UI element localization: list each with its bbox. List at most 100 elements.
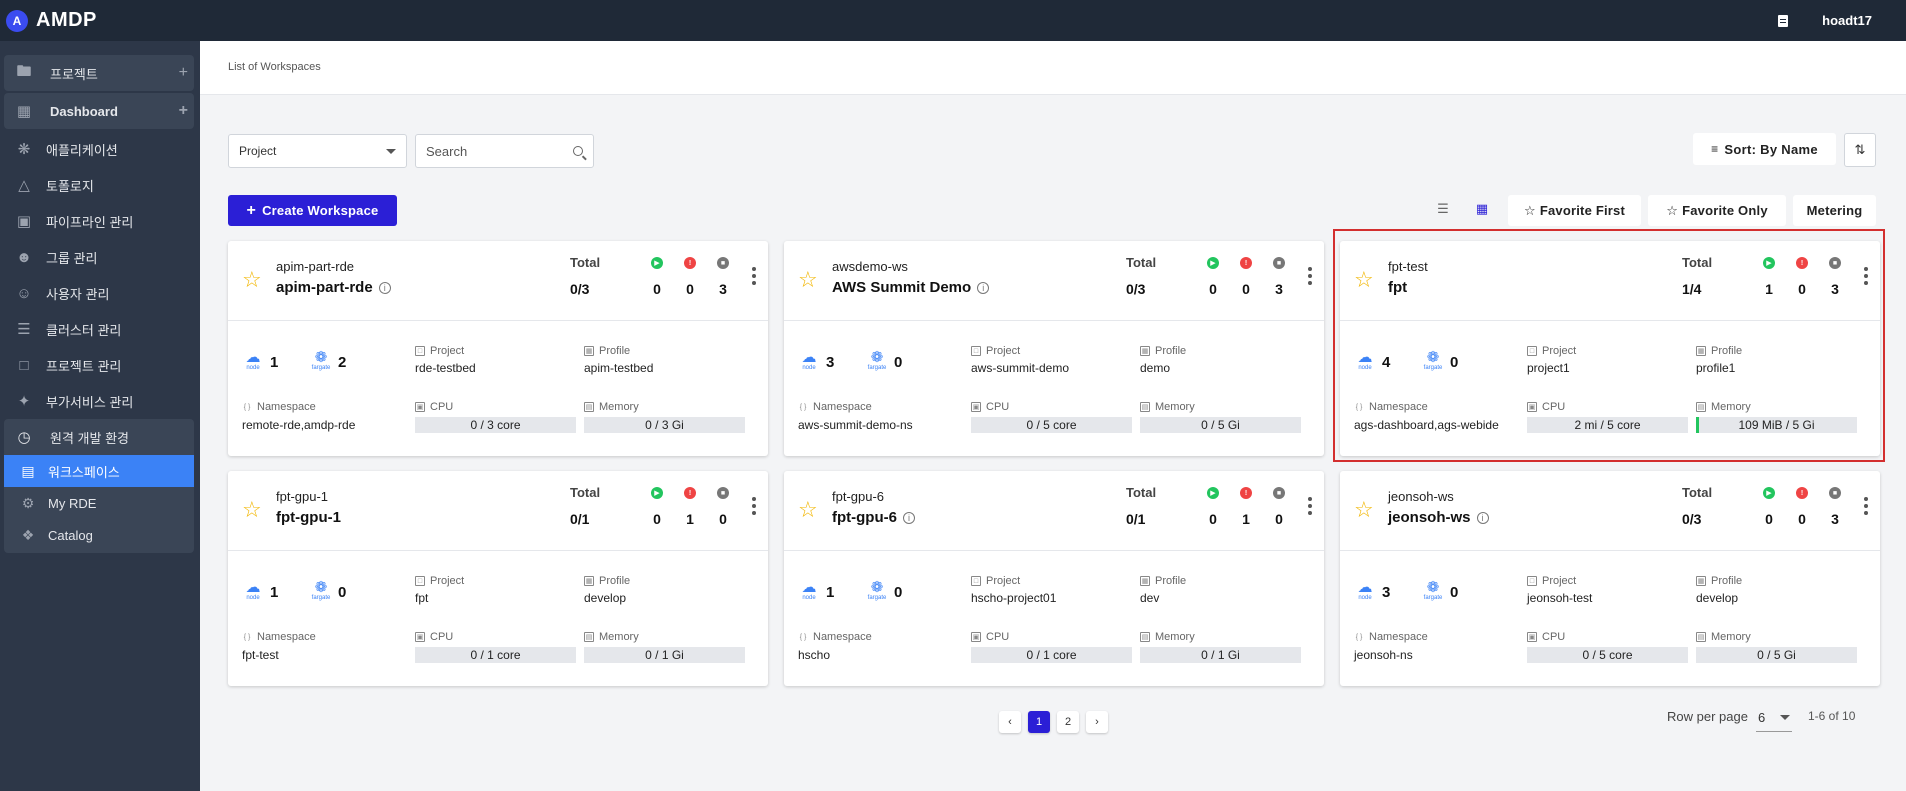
create-workspace-label: Create Workspace [262,203,379,218]
dashboard-icon: ▦ [16,103,32,120]
profile-label: ▦ Profile [584,575,631,587]
node-resource: ☁ node 1 [242,350,279,373]
gear-icon: ⚙ [21,494,35,511]
prev-page-button[interactable]: ‹ [999,711,1021,733]
node-count: 1 [270,353,279,371]
sidebar-item-topology[interactable]: △ 토폴로지 [0,167,200,203]
list-view-icon[interactable]: ☰ [1437,201,1449,216]
favorite-star-icon[interactable]: ☆ [798,497,818,522]
workspace-name[interactable]: fpt-gpu-1 [276,509,341,526]
error-status-icon: ! [684,487,696,499]
sidebar-item-applications[interactable]: ❋ 애플리케이션 [0,131,200,167]
app-title: AMDP [36,9,97,31]
favorite-star-icon[interactable]: ☆ [1354,497,1374,522]
rows-per-page-select[interactable]: 6 [1756,704,1792,732]
sort-order-button[interactable]: ⇅ [1844,133,1876,167]
workspace-card[interactable]: ☆ apim-part-rde apim-part-rde i Total 0/3… [228,241,768,456]
user-name[interactable]: hoadt17 [1822,13,1872,28]
cpu-value: 0 / 1 core [1026,648,1077,662]
node-resource: ☁ node 1 [798,580,835,603]
workspace-name-text: apim-part-rde [276,279,373,296]
sort-button[interactable]: ≡ Sort: By Name [1693,133,1836,165]
workspace-name[interactable]: fpt [1388,279,1407,296]
favorite-star-icon[interactable]: ☆ [242,267,262,292]
more-options-icon[interactable] [1864,497,1868,515]
plus-icon[interactable]: + [178,64,188,81]
workspace-name[interactable]: jeonsoh-ws i [1388,509,1489,526]
page-2-button[interactable]: 2 [1057,711,1079,733]
total-value: 0/3 [1126,281,1146,297]
page-1-button[interactable]: 1 [1028,711,1050,733]
create-workspace-button[interactable]: + Create Workspace [228,195,397,226]
fargate-resource: ❁ fargate 2 [310,350,347,373]
workspace-card[interactable]: ☆ fpt-test fpt Total 1/4 ▶ ! ■ 1 0 3 ☁ no… [1340,241,1880,456]
sidebar-item-my-rde[interactable]: ⚙ My RDE [4,487,194,519]
more-options-icon[interactable] [752,497,756,515]
cpu-label: ▣ CPU [971,401,1010,413]
plus-icon[interactable]: + [178,102,188,119]
more-options-icon[interactable] [1308,497,1312,515]
more-options-icon[interactable] [1864,267,1868,285]
favorite-only-label: Favorite Only [1682,203,1768,218]
breadcrumb: List of Workspaces [228,61,321,73]
metering-button[interactable]: Metering [1793,195,1876,226]
sidebar-item-groups[interactable]: ☻ 그룹 관리 [0,239,200,275]
sidebar-item-users[interactable]: ☺ 사용자 관리 [0,275,200,311]
more-options-icon[interactable] [752,267,756,285]
sidebar-item-clusters[interactable]: ☰ 클러스터 관리 [0,311,200,347]
workspace-card[interactable]: ☆ awsdemo-ws AWS Summit Demo i Total 0/3 … [784,241,1324,456]
sort-button-label: Sort: By Name [1724,141,1818,157]
sidebar-item-project-mgmt[interactable]: □ 프로젝트 관리 [0,347,200,383]
cpu-label: ▣ CPU [415,631,454,643]
sidebar-item-pipeline[interactable]: ▣ 파이프라인 관리 [0,203,200,239]
info-icon[interactable]: i [902,511,915,524]
memory-bar: 0 / 3 Gi [584,417,745,433]
sidebar-item-label: 파이프라인 관리 [46,214,134,230]
sidebar-item-addons[interactable]: ✦ 부가서비스 관리 [0,383,200,419]
project-value: rde-testbed [415,361,476,375]
app-icon: ❋ [17,141,31,158]
memory-value: 0 / 5 Gi [1201,418,1240,432]
search-icon[interactable] [573,146,583,156]
sidebar-item-catalog[interactable]: ❖ Catalog [4,519,194,551]
info-icon[interactable]: i [1476,511,1489,524]
workspace-card[interactable]: ☆ jeonsoh-ws jeonsoh-ws i Total 0/3 ▶ ! ■… [1340,471,1880,686]
info-icon[interactable]: i [977,281,990,294]
star-outline-icon: ☆ [1523,202,1536,218]
cpu-value: 0 / 5 core [1026,418,1077,432]
memory-label: ▤ Memory [1140,401,1195,413]
info-icon[interactable]: i [378,281,391,294]
grid-view-icon[interactable]: ▦ [1475,201,1489,216]
sidebar-item-rde[interactable]: ◷ 원격 개발 환경 [4,419,194,455]
sidebar-item-project[interactable]: 🖿 프로젝트 + [4,55,194,91]
running-count: 1 [1765,281,1773,297]
workspace-name[interactable]: apim-part-rde i [276,279,391,296]
profile-icon: ▦ [1696,576,1706,586]
sidebar-item-dashboard[interactable]: ▦ Dashboard + [4,93,194,129]
sidebar-item-workspace[interactable]: ▤ 워크스페이스 [4,455,194,487]
favorite-star-icon[interactable]: ☆ [1354,267,1374,292]
error-status-icon: ! [684,257,696,269]
workspace-card[interactable]: ☆ fpt-gpu-1 fpt-gpu-1 Total 0/1 ▶ ! ■ 0 … [228,471,768,686]
document-icon[interactable] [1778,14,1789,27]
search-field[interactable] [415,134,594,168]
project-select[interactable]: Project [228,134,407,168]
sidebar-item-label: 워크스페이스 [48,464,120,480]
favorite-first-button[interactable]: ☆ Favorite First [1508,195,1641,226]
favorite-star-icon[interactable]: ☆ [798,267,818,292]
workspace-name[interactable]: fpt-gpu-6 i [832,509,915,526]
workspace-name[interactable]: AWS Summit Demo i [832,279,990,296]
more-options-icon[interactable] [1308,267,1312,285]
memory-label: ▤ Memory [1696,401,1751,413]
workspace-card[interactable]: ☆ fpt-gpu-6 fpt-gpu-6 i Total 0/1 ▶ ! ■ 0… [784,471,1324,686]
fargate-resource: ❁ fargate 0 [866,350,903,373]
favorite-star-icon[interactable]: ☆ [242,497,262,522]
brand[interactable]: A AMDP [6,9,97,32]
memory-bar: 0 / 5 Gi [1140,417,1301,433]
fargate-icon: ❁ fargate [311,579,331,601]
next-page-button[interactable]: › [1086,711,1108,733]
search-input[interactable] [426,143,556,159]
node-count: 3 [826,353,835,371]
favorite-only-button[interactable]: ☆ Favorite Only [1648,195,1786,226]
stopped-status-icon: ■ [1273,257,1285,269]
